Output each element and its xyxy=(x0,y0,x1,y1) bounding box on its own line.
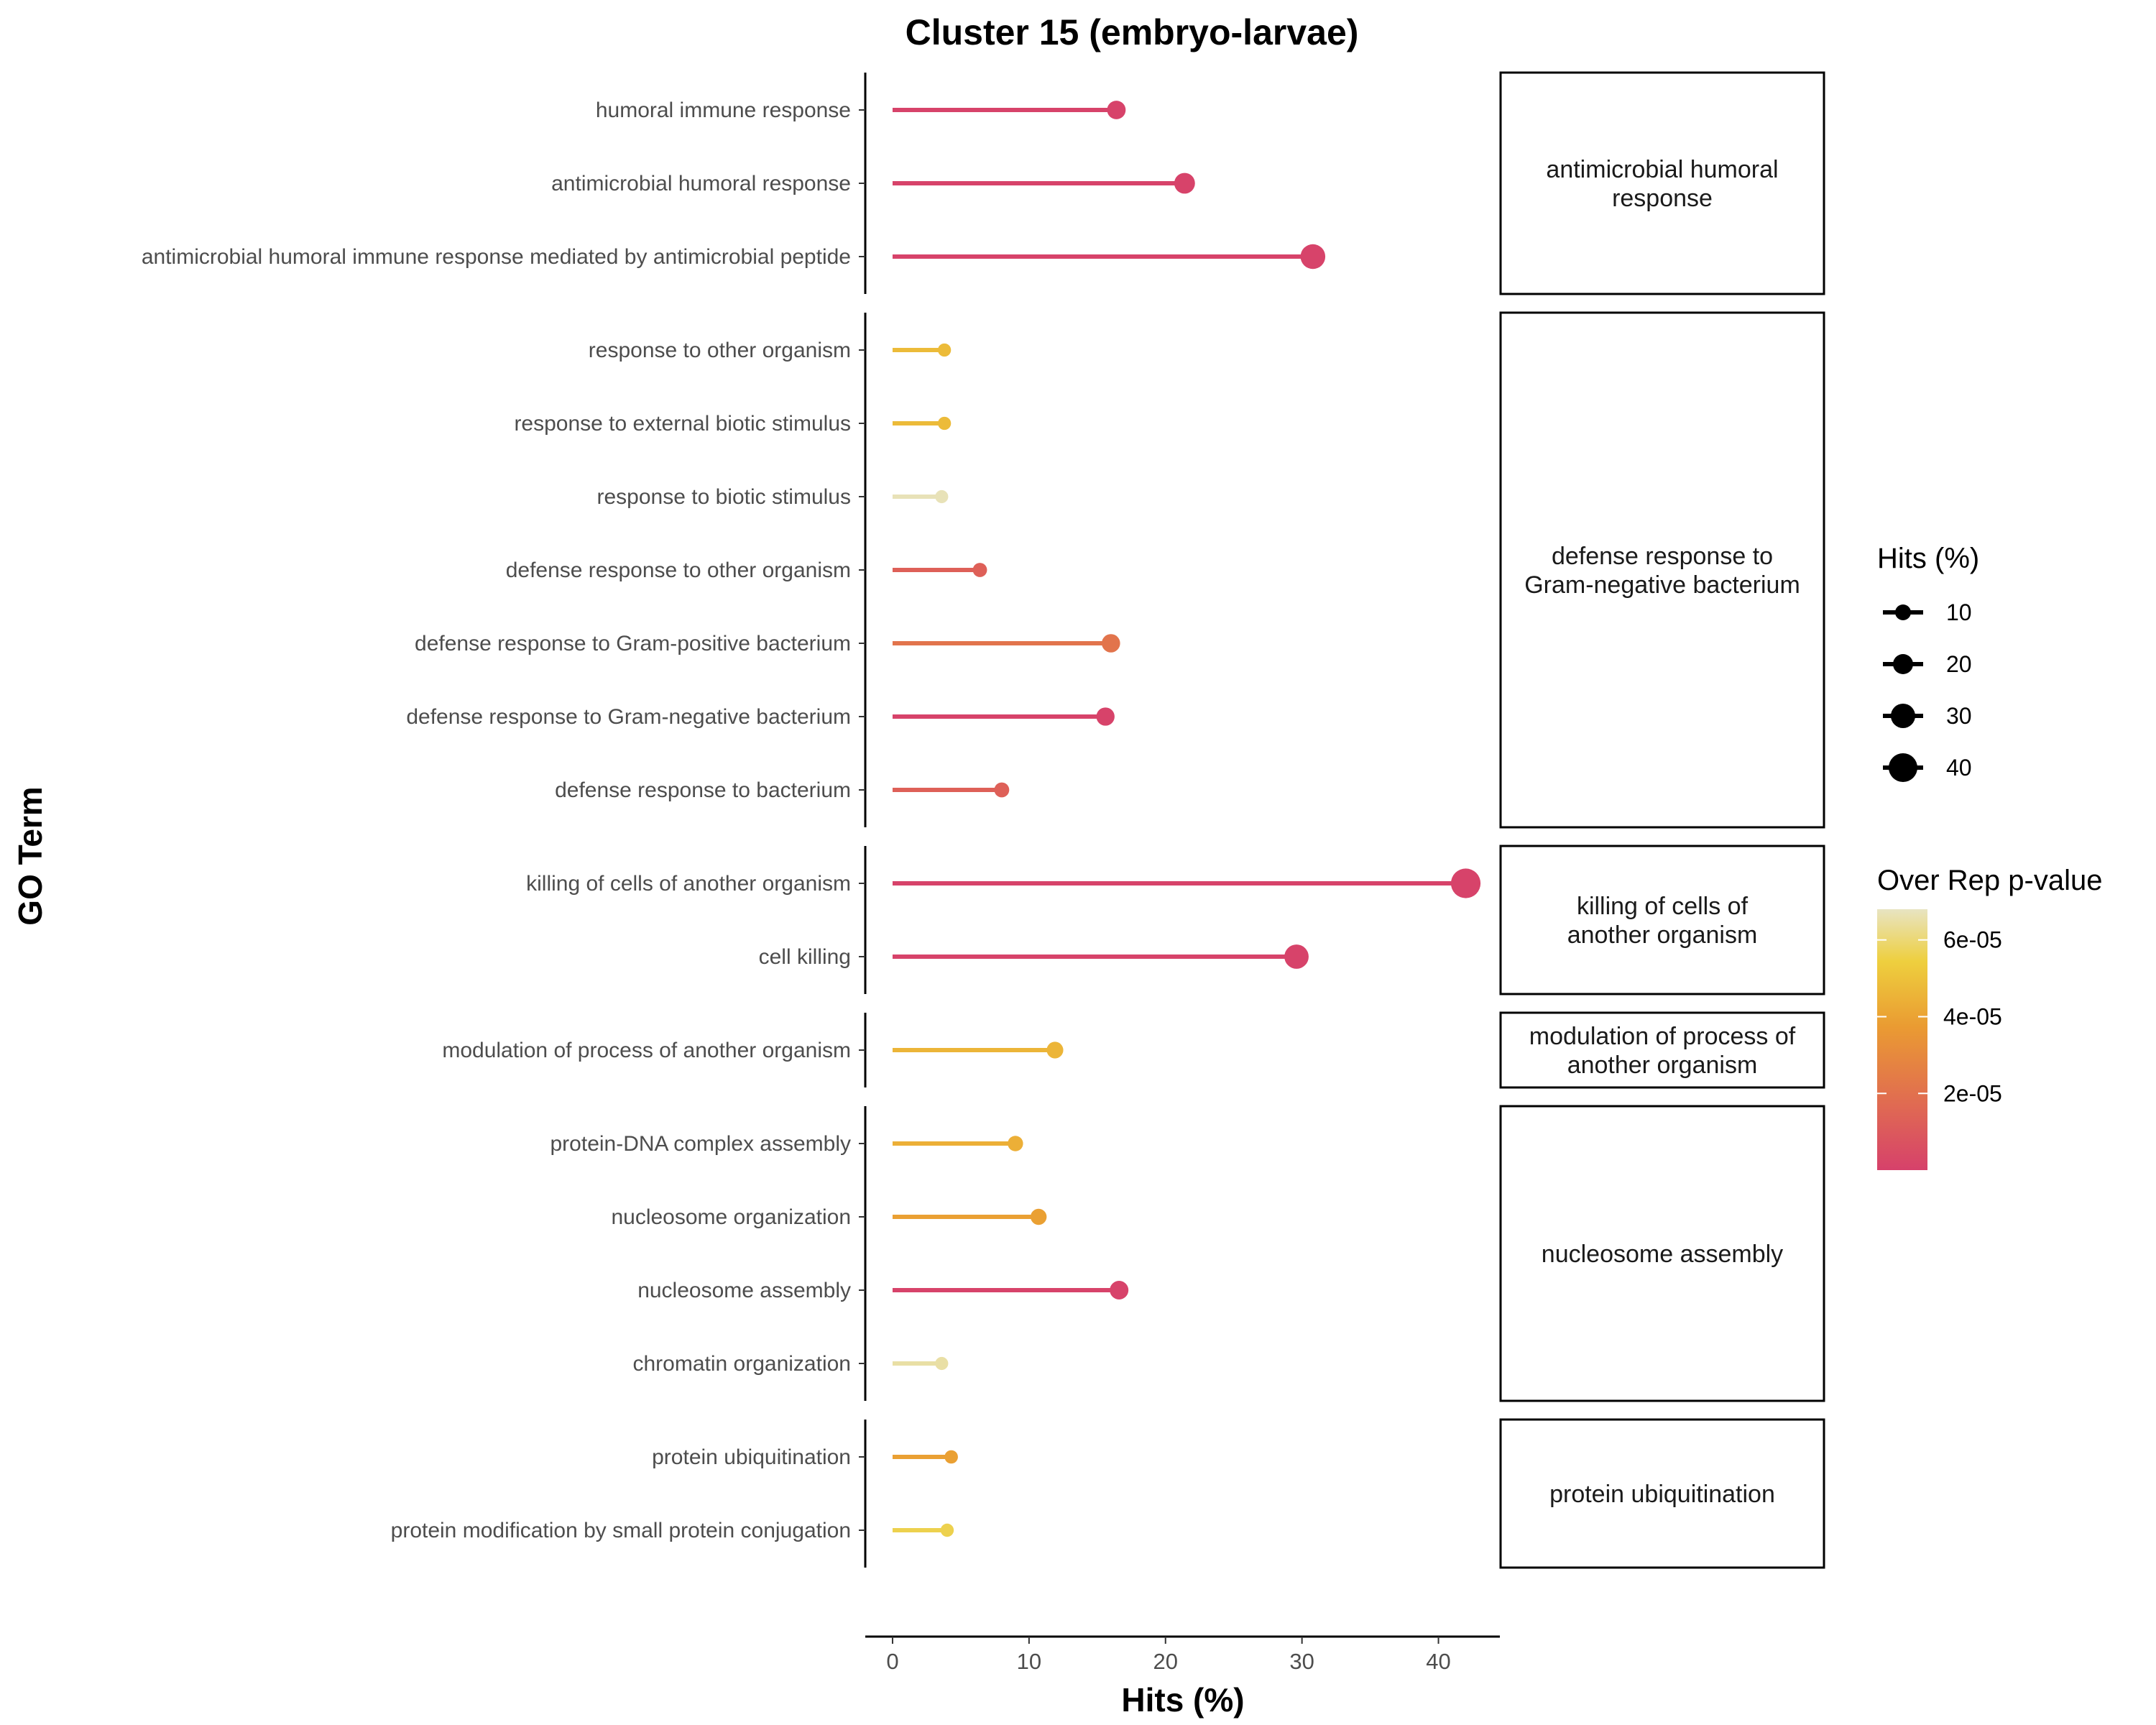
lollipop-point xyxy=(1300,244,1326,270)
term-label: protein-DNA complex assembly xyxy=(550,1132,852,1156)
x-tick-label: 20 xyxy=(1153,1649,1178,1674)
term-label: defense response to bacterium xyxy=(555,778,851,802)
term-label: chromatin organization xyxy=(632,1352,851,1376)
lollipop-point xyxy=(935,1356,949,1371)
x-tick-label: 30 xyxy=(1289,1649,1314,1674)
term-label: response to biotic stimulus xyxy=(597,485,852,509)
plot-panels: humoral immune response antimicrobial hum… xyxy=(142,73,1481,1568)
lollipop-point xyxy=(1046,1041,1064,1059)
facet-strip-label: killing of cells of xyxy=(1577,893,1749,920)
lollipop-point xyxy=(1110,1281,1129,1300)
color-legend-bar xyxy=(1877,909,1927,1170)
x-tick-label: 40 xyxy=(1426,1649,1450,1674)
lollipop-point xyxy=(1174,172,1195,194)
lollipop-point xyxy=(1284,944,1309,969)
facet-panel: response to other organism response to ex… xyxy=(406,313,1120,827)
size-legend-key-point xyxy=(1891,704,1915,728)
lollipop-point xyxy=(1030,1208,1047,1225)
size-legend-key-point xyxy=(1895,604,1911,620)
facet-panel: protein-DNA complex assembly nucleosome o… xyxy=(550,1106,1129,1401)
term-label: response to other organism xyxy=(589,339,851,362)
lollipop-point xyxy=(1102,634,1120,653)
term-label: defense response to Gram-negative bacter… xyxy=(406,705,851,729)
term-label: protein modification by small protein co… xyxy=(391,1519,851,1542)
facet-strip: protein ubiquitination xyxy=(1499,1418,1825,1569)
x-axis: 0 10 20 30 40 xyxy=(865,1635,1500,1674)
x-axis-title: Hits (%) xyxy=(1121,1681,1244,1719)
color-legend-label: 6e-05 xyxy=(1943,927,2002,953)
x-axis-ticks: 0 10 20 30 40 xyxy=(886,1637,1451,1674)
term-label: nucleosome organization xyxy=(611,1205,851,1229)
facet-strip-box xyxy=(1499,71,1825,295)
color-legend-label: 4e-05 xyxy=(1943,1003,2002,1029)
facet-strip-label: another organism xyxy=(1567,921,1758,949)
facet-strip-box xyxy=(1499,1011,1825,1089)
term-label: cell killing xyxy=(759,945,851,969)
y-axis-title: GO Term xyxy=(11,786,49,925)
size-legend-label: 10 xyxy=(1946,599,1972,625)
term-label: protein ubiquitination xyxy=(652,1445,851,1469)
lollipop-point xyxy=(937,343,952,357)
size-legend-label: 40 xyxy=(1946,755,1972,781)
lollipop-point xyxy=(994,782,1010,798)
x-tick-label: 0 xyxy=(886,1649,898,1674)
facet-strip-label: another organism xyxy=(1567,1052,1758,1079)
term-label: nucleosome assembly xyxy=(637,1279,851,1302)
size-legend-label: 30 xyxy=(1946,703,1972,729)
facet-strip-label: protein ubiquitination xyxy=(1549,1481,1775,1508)
lollipop-point xyxy=(944,1450,958,1464)
facet-strip: nucleosome assembly xyxy=(1499,1105,1825,1402)
facet-panel: modulation of process of another organis… xyxy=(442,1013,1064,1087)
color-legend: Over Rep p-value 2e-05 4e-05 6e-05 xyxy=(1877,865,2102,1170)
lollipop-point xyxy=(1008,1136,1023,1151)
x-tick-label: 10 xyxy=(1017,1649,1041,1674)
term-label: killing of cells of another organism xyxy=(526,872,851,896)
size-legend: Hits (%) 10 20 30 40 xyxy=(1877,543,1979,782)
term-label: antimicrobial humoral response xyxy=(551,172,851,196)
term-label: defense response to other organism xyxy=(506,558,851,582)
facet-strip-label: nucleosome assembly xyxy=(1542,1241,1783,1268)
lollipop-point xyxy=(937,416,952,431)
size-legend-key-point xyxy=(1889,753,1917,782)
facet-panel: killing of cells of another organism cell… xyxy=(526,846,1481,994)
facet-strip-label: defense response to xyxy=(1552,543,1773,570)
size-legend-title: Hits (%) xyxy=(1877,543,1979,574)
term-label: antimicrobial humoral immune response me… xyxy=(142,245,851,269)
color-legend-title: Over Rep p-value xyxy=(1877,865,2102,896)
facet-strip-box xyxy=(1499,1105,1825,1402)
term-label: response to external biotic stimulus xyxy=(514,412,851,436)
lollipop-point xyxy=(940,1523,954,1537)
lollipop-point xyxy=(1096,707,1115,726)
facet-strip-box xyxy=(1499,845,1825,995)
facet-strip-label: modulation of process of xyxy=(1529,1023,1796,1050)
term-label: modulation of process of another organis… xyxy=(442,1039,851,1062)
facet-strip-label: response xyxy=(1612,185,1713,212)
facet-panel: humoral immune response antimicrobial hum… xyxy=(142,73,1326,294)
chart-title: Cluster 15 (embryo-larvae) xyxy=(906,12,1359,52)
term-label: defense response to Gram-positive bacter… xyxy=(415,632,851,656)
color-legend-label: 2e-05 xyxy=(1943,1080,2002,1106)
size-legend-label: 20 xyxy=(1946,651,1972,677)
lollipop-point xyxy=(1107,101,1126,119)
term-label: humoral immune response xyxy=(596,98,851,122)
facet-strip-box xyxy=(1499,1418,1825,1569)
lollipop-point xyxy=(1450,868,1481,898)
size-legend-key-point xyxy=(1893,654,1913,674)
facet-strip-label: Gram-negative bacterium xyxy=(1524,571,1800,599)
facet-strip-label: antimicrobial humoral xyxy=(1546,156,1778,183)
facet-strip-box xyxy=(1499,311,1825,829)
lollipop-point xyxy=(935,489,949,504)
facet-panel: protein ubiquitination protein modificati… xyxy=(391,1420,958,1568)
lollipop-point xyxy=(972,563,987,577)
